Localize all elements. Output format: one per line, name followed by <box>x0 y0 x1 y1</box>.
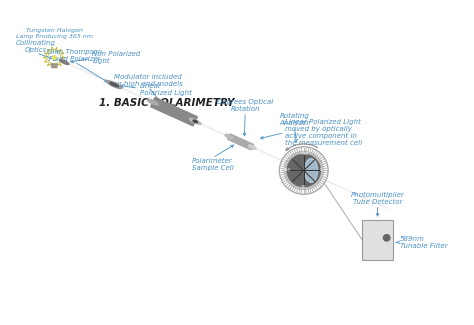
Text: Linear
Polarized Light: Linear Polarized Light <box>140 83 192 96</box>
Circle shape <box>53 56 56 59</box>
Polygon shape <box>151 98 198 126</box>
Text: Modulator included
on high end models: Modulator included on high end models <box>113 74 183 87</box>
Text: 180: 180 <box>283 168 291 173</box>
Text: Glan Thompson
Fixed Polarizer: Glan Thompson Fixed Polarizer <box>47 49 102 62</box>
Polygon shape <box>228 134 254 150</box>
Ellipse shape <box>304 159 318 182</box>
Text: Photomultiplier
Tube Detector: Photomultiplier Tube Detector <box>351 192 404 205</box>
Ellipse shape <box>248 145 256 150</box>
Text: Non Polarized
Light: Non Polarized Light <box>92 51 141 64</box>
Text: Linear Polarized Light
moved by optically
active component in
the measurement ce: Linear Polarized Light moved by opticall… <box>285 119 362 147</box>
Text: 1. BASIC POLARIMETRY: 1. BASIC POLARIMETRY <box>99 98 235 108</box>
Ellipse shape <box>147 99 159 105</box>
Ellipse shape <box>190 118 201 124</box>
Ellipse shape <box>225 134 233 139</box>
Text: Rotating
Analyzer: Rotating Analyzer <box>279 113 310 126</box>
Text: Degrees Optical
Rotation: Degrees Optical Rotation <box>217 99 273 112</box>
FancyBboxPatch shape <box>362 220 393 260</box>
Circle shape <box>383 235 390 241</box>
Circle shape <box>48 51 61 64</box>
Circle shape <box>287 154 320 187</box>
Ellipse shape <box>60 59 69 64</box>
Ellipse shape <box>107 81 122 89</box>
Circle shape <box>284 151 323 189</box>
Text: 589nm
Tunable Filter: 589nm Tunable Filter <box>400 236 447 249</box>
Text: 90: 90 <box>301 185 307 189</box>
Text: Tungsten Halogen
Lamp Producing 365 nm: Tungsten Halogen Lamp Producing 365 nm <box>16 29 93 39</box>
Text: 0: 0 <box>319 168 322 173</box>
Text: Polarimeter
Sample Cell: Polarimeter Sample Cell <box>191 158 233 171</box>
Ellipse shape <box>193 120 198 123</box>
Polygon shape <box>51 64 57 68</box>
Circle shape <box>279 147 328 194</box>
Ellipse shape <box>110 83 118 87</box>
Text: +90: +90 <box>299 152 308 156</box>
Text: Collimating
Optics: Collimating Optics <box>16 40 56 53</box>
